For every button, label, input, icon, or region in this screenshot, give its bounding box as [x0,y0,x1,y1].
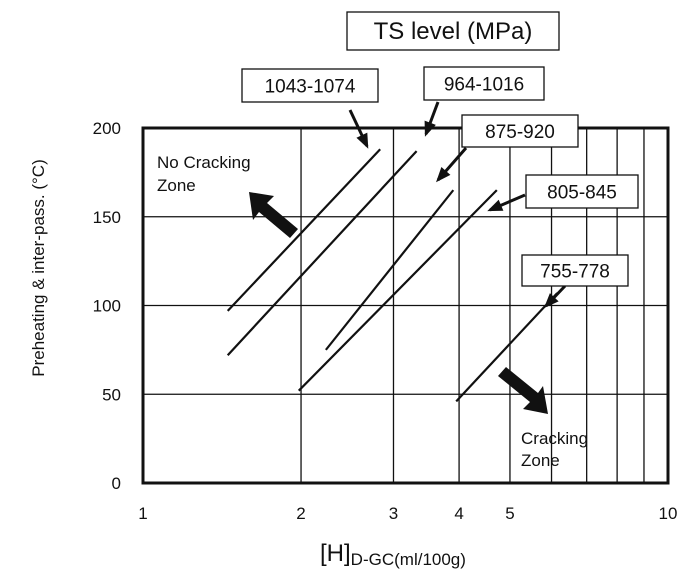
y-tick-label: 100 [93,297,121,316]
arrow-head-icon [356,132,369,149]
cracking-label: Cracking [521,429,588,448]
arrow-head-icon [487,199,504,212]
legend-title: TS level (MPa) [374,18,533,45]
x-axis-label-unit: (ml/100g) [394,550,466,569]
series-line [325,189,455,351]
x-tick-label: 4 [454,504,463,523]
series-line [455,292,558,403]
series-label-box [521,254,629,287]
series-label: 755-778 [540,262,610,283]
arrow-head-icon [424,120,436,137]
no-cracking-label: No Cracking [157,153,251,172]
x-axis-label-main: [H] [320,540,351,567]
x-tick-label: 3 [389,504,398,523]
x-tick-label: 1 [138,504,147,523]
x-axis-label: [H]D-GC(ml/100g) [320,540,466,569]
series-label-box [241,68,379,103]
series-label: 875-920 [485,122,555,143]
y-tick-label: 200 [93,119,121,138]
series-group [226,148,558,403]
x-axis-ticks: 1 2 3 4 5 10 [138,504,677,523]
series-line [297,189,498,392]
series-label: 1043-1074 [265,77,356,98]
arrow-head-icon [543,293,559,309]
series-label-box [423,66,545,101]
y-tick-label: 50 [102,385,121,404]
series-label: 805-845 [547,183,617,204]
y-tick-label: 150 [93,208,121,227]
y-tick-label: 0 [112,474,121,493]
series-label-box [525,174,639,209]
x-axis-label-sub: D-GC [351,550,394,569]
plot-frame [141,126,670,485]
series-labels: 1043-1074 964-1016 875-920 805-845 755-778 [241,66,639,309]
no-cracking-arrow-icon [249,192,298,238]
arrow-head-icon [436,167,451,183]
cracking-arrow-icon [498,367,548,414]
cracking-label-zone: Zone [521,451,560,470]
x-tick-label: 5 [505,504,514,523]
x-tick-label: 10 [659,504,678,523]
y-axis-ticks: 0 50 100 150 200 [93,119,121,493]
series-line [226,150,418,356]
y-axis-label: Preheating & inter-pass. (°C) [29,159,48,377]
no-cracking-label-zone: Zone [157,176,196,195]
series-line [226,148,381,312]
series-label: 964-1016 [444,75,524,96]
series-label-box [461,114,579,148]
x-tick-label: 2 [296,504,305,523]
legend-title-box [346,11,560,51]
